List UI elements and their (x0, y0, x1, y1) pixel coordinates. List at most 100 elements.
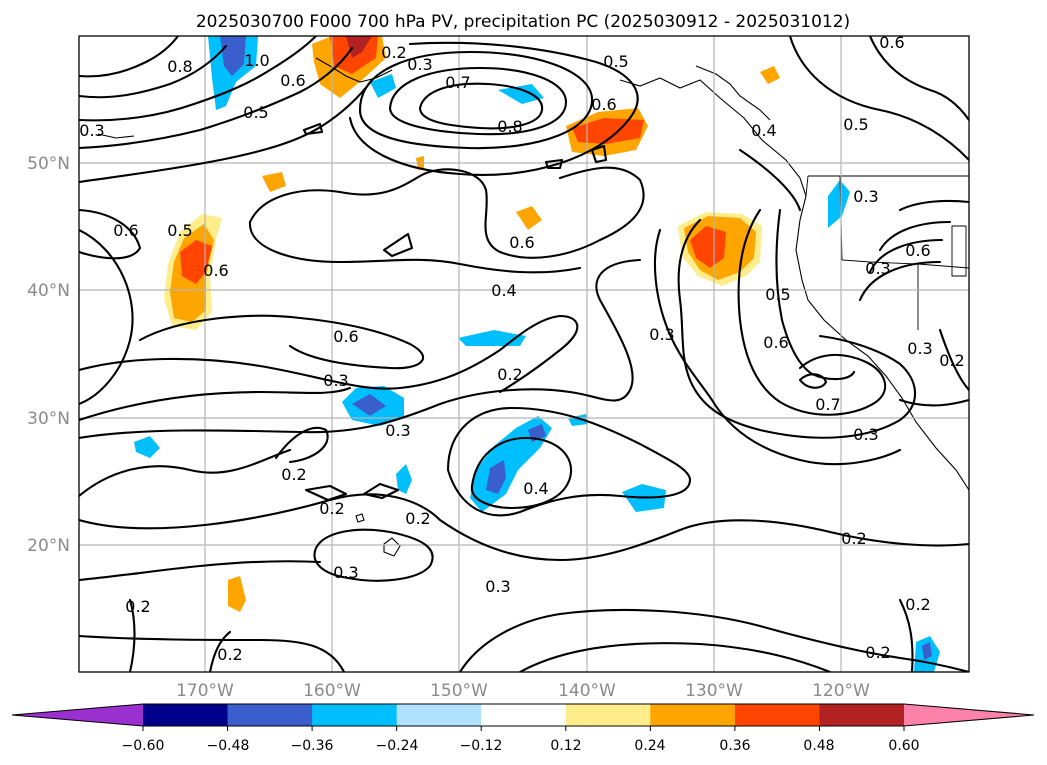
contour-label: 0.2 (905, 595, 930, 614)
contour-label: 0.3 (853, 425, 878, 444)
contour-label: 0.2 (217, 645, 242, 664)
pv-contour (313, 528, 434, 582)
contour-label: 0.6 (509, 233, 534, 252)
pv-contour (79, 46, 354, 150)
contour-label: 0.2 (281, 465, 306, 484)
pv-contour (738, 148, 802, 212)
lon-label-130w: 130°W (685, 681, 743, 701)
precip-negative-core (922, 642, 932, 660)
pv-contour (868, 36, 969, 122)
aleutian-coast (315, 57, 393, 83)
plot-title: 2025030700 F000 700 hPa PV, precipitatio… (196, 12, 850, 32)
contour-label: 0.3 (333, 563, 358, 582)
contour-label: 0.2 (319, 499, 344, 518)
contour-label: 0.3 (907, 339, 932, 358)
pv-contour (79, 258, 642, 440)
contour-label: 0.3 (323, 371, 348, 390)
contour-label: 0.5 (603, 52, 628, 71)
pv-contour (518, 642, 832, 672)
map-frame (78, 35, 970, 673)
contour-label: 0.2 (939, 351, 964, 370)
map-panel: 0.8 1.0 0.6 0.5 0.7 0.8 0.5 0.6 0.2 0.3 … (78, 33, 970, 673)
contour-label: 0.6 (113, 221, 138, 240)
colorbar-cell (650, 704, 736, 726)
colorbar-tick-label: 0.12 (550, 738, 581, 754)
contour-label: 0.6 (333, 327, 358, 346)
pv-contour (304, 484, 348, 502)
lon-label-120w: 120°W (812, 681, 870, 701)
contour-label: 0.2 (841, 529, 866, 548)
pv-contour (775, 208, 856, 381)
pv-contour (737, 208, 887, 416)
colorbar-cell (481, 704, 567, 726)
pv-contour (79, 228, 134, 406)
contour-label: 0.4 (751, 121, 776, 140)
pv-contour (544, 158, 564, 170)
contour-label: 0.2 (381, 43, 406, 62)
pv-contour (653, 228, 902, 466)
pv-contour (79, 386, 352, 422)
contour-label: 0.6 (879, 33, 904, 52)
colorbar-tick-label: −0.48 (207, 738, 250, 754)
precip-positive-area (228, 576, 246, 612)
lon-label-140w: 140°W (558, 681, 616, 701)
contour-label: 0.3 (79, 121, 104, 140)
precip-negative-core (486, 460, 506, 494)
contour-label: 0.5 (843, 115, 868, 134)
pv-contour (878, 220, 952, 252)
aleutian-islands (97, 133, 135, 139)
colorbar-cell (227, 704, 313, 726)
colorbar-extend-min (12, 704, 143, 726)
contour-label: 0.4 (491, 281, 516, 300)
latitude-labels: 50°N 40°N 30°N 20°N (27, 154, 70, 556)
contour-label: 0.8 (497, 117, 522, 136)
colorbar-tick-label: 0.36 (719, 738, 750, 754)
contour-label: 0.7 (445, 73, 470, 92)
colorbar-tick-label: 0.48 (803, 738, 834, 754)
precip-positive-peak (346, 36, 372, 58)
colorbar-cell (143, 704, 229, 726)
precip-negative-area (396, 464, 412, 494)
pv-contour (79, 36, 318, 122)
colorbar-cells (11, 703, 1035, 727)
pv-contour (79, 493, 969, 562)
colorbar-tick-label: 0.24 (634, 738, 665, 754)
pv-contour (898, 598, 914, 672)
contour-label: 0.5 (167, 221, 192, 240)
pv-contour (388, 66, 568, 136)
lon-label-170w: 170°W (176, 681, 234, 701)
contour-label: 0.7 (815, 395, 840, 414)
contour-label: 0.3 (407, 55, 432, 74)
pv-contour (798, 373, 828, 389)
lat-label-20n: 20°N (27, 536, 70, 556)
contour-label: 0.3 (649, 325, 674, 344)
hawaii-island (355, 513, 365, 523)
pv-contour (79, 44, 228, 99)
pv-contour (79, 36, 180, 78)
map-background (79, 36, 969, 672)
colorbar-tick-label: −0.24 (376, 738, 419, 754)
contour-label: 0.5 (243, 103, 268, 122)
precip-negative-core (352, 394, 386, 416)
state-borders (951, 225, 967, 277)
colorbar-tick-label: −0.36 (291, 738, 334, 754)
pv-contour (677, 218, 917, 439)
hawaii-island (383, 537, 401, 557)
pv-contour (470, 436, 573, 510)
pv-contour (858, 260, 942, 302)
political-borders (805, 175, 969, 330)
colorbar-tick-label: −0.12 (460, 738, 503, 754)
colorbar-extend-max (904, 704, 1034, 726)
colorbar-cell (565, 704, 651, 726)
precip-positive-core (180, 240, 212, 284)
contour-label: 0.2 (865, 643, 890, 662)
pv-contour (348, 41, 639, 176)
pv-contour (208, 630, 232, 672)
precip-positive-area (760, 66, 780, 84)
colorbar-tick-label: 0.60 (888, 738, 919, 754)
contour-label: 0.3 (865, 259, 890, 278)
precip-negative-area (370, 74, 396, 98)
contour-label: 0.6 (591, 95, 616, 114)
colorbar-cell (396, 704, 482, 726)
